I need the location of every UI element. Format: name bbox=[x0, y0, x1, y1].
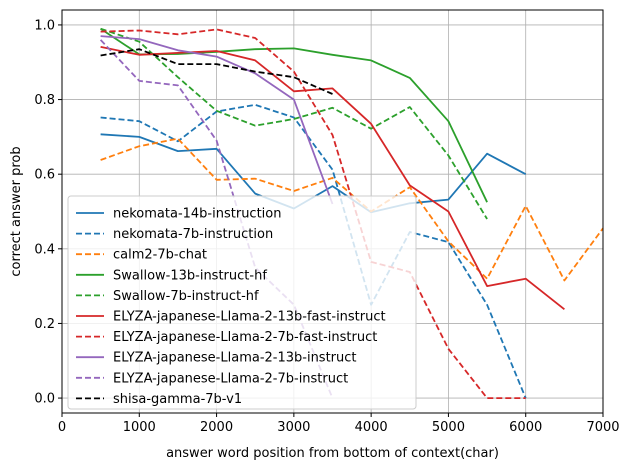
x-tick-label: 4000 bbox=[355, 420, 388, 435]
x-tick-label: 5000 bbox=[432, 420, 465, 435]
legend-label-1: nekomata-7b-instruction bbox=[113, 227, 273, 242]
y-tick-label: 0.2 bbox=[34, 317, 55, 332]
series-line-1 bbox=[100, 103, 527, 399]
y-axis-label: correct answer prob bbox=[9, 146, 24, 276]
series-lines bbox=[99, 27, 604, 400]
x-axis-label: answer word position from bottom of cont… bbox=[166, 446, 499, 461]
legend-label-4: Swallow-7b-instruct-hf bbox=[113, 289, 259, 304]
legend-box bbox=[67, 195, 417, 410]
series-line-6 bbox=[100, 28, 526, 400]
legend-label-9: shisa-gamma-7b-v1 bbox=[113, 392, 242, 407]
y-tick-label: 1.0 bbox=[34, 18, 55, 33]
legend-label-0: nekomata-14b-instruction bbox=[113, 207, 281, 222]
series-line-4 bbox=[100, 27, 488, 220]
x-tick-label: 2000 bbox=[200, 420, 233, 435]
axes: 0 1000 2000 3000 4000 5000 6000 7000 0.0 0.2 0.4 0.… bbox=[34, 9, 620, 435]
x-tick-label: 1000 bbox=[123, 420, 156, 435]
series-line-5 bbox=[100, 46, 565, 311]
legend: nekomata-14b-instruction nekomata-7b-inst… bbox=[67, 195, 417, 410]
x-tick-label: 3000 bbox=[277, 420, 310, 435]
legend-label-6: ELYZA-japanese-Llama-2-7b-fast-instruct bbox=[113, 330, 377, 345]
y-tick-label: 0.0 bbox=[34, 392, 55, 407]
plot-frame bbox=[61, 9, 604, 414]
y-tick-label: 0.6 bbox=[34, 168, 55, 183]
legend-label-7: ELYZA-japanese-Llama-2-13b-instruct bbox=[113, 351, 357, 366]
x-tick-label: 6000 bbox=[509, 420, 542, 435]
y-tick-label: 0.8 bbox=[34, 93, 55, 108]
series-line-9 bbox=[100, 48, 333, 95]
y-tick-label: 0.4 bbox=[34, 242, 55, 257]
series-line-2 bbox=[100, 137, 604, 282]
series-line-7 bbox=[100, 35, 334, 205]
x-tick-label: 7000 bbox=[586, 420, 619, 435]
legend-label-3: Swallow-13b-instruct-hf bbox=[113, 268, 267, 283]
legend-label-2: calm2-7b-chat bbox=[113, 248, 207, 263]
x-tick-label: 0 bbox=[58, 420, 66, 435]
series-line-8 bbox=[99, 39, 334, 399]
legend-label-5: ELYZA-japanese-Llama-2-13b-fast-instruct bbox=[113, 310, 386, 325]
legend-label-8: ELYZA-japanese-Llama-2-7b-instruct bbox=[113, 371, 348, 386]
